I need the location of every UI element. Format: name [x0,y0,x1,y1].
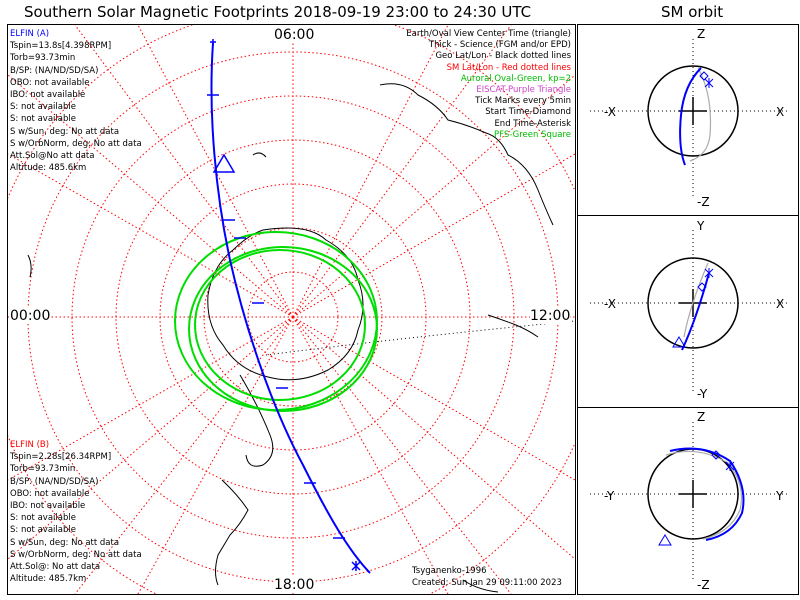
orbit-axis-label: -Z [697,195,710,209]
coastlines [27,83,554,593]
elfin-a-line: S: not available [10,114,76,125]
elfin-a-line: OBO: not available [10,77,90,88]
main-title: Southern Solar Magnetic Footprints 2018-… [24,3,532,21]
orbit-plot-yz [590,422,788,582]
orbit-title: SM orbit [661,3,724,21]
elfin-a-trace [207,39,371,574]
mlt-label-left: 00:00 [10,308,51,324]
orbit-divider [578,215,798,216]
legend-item: EISCAT-Purple Triangle [476,84,571,95]
elfin-b-line: S w/Sun, deg: No att data [10,537,120,548]
orbit-axis-label: -Y [604,489,615,503]
sm-orbit-plots [590,39,788,582]
orbit-axis-label: Y [776,489,784,503]
mlt-label-right: 12:00 [530,308,571,324]
sm-orbit-panel: Z -Z -X X Y -Y -X X Z -Z -Y Y [577,24,799,595]
elfin-a-line: Torb=93.73min [10,53,76,64]
elfin-b-line: S w/OrbNorm, deg: No att data [10,549,142,560]
orbit-axis-label: -Y [697,387,708,401]
elfin-a-line: IBO: not available [10,89,86,100]
elfin-b-name: ELFIN (B) [10,440,50,450]
orbit-plot-xy [590,230,788,391]
legend-item: PFS-Green Square [493,129,571,140]
sm-longitude-lines [8,25,575,594]
legend-item: End Time-Asterisk [494,118,571,129]
orbit-axis-label: X [776,105,785,119]
view-center-triangle [212,153,236,173]
elfin-b-line: IBO: not available [10,500,86,511]
elfin-a-line: S w/Sun, deg: No att data [10,126,120,137]
elfin-b-line: Torb=93.73min [10,464,76,475]
legend-item: Geo Lat/Lon - Black dotted lines [435,51,571,62]
orbit-divider [578,407,798,408]
elfin-a-line: Altitude: 485.6km [10,163,87,174]
model-name: Tsyganenko-1996 [412,566,487,576]
orbit-axis-label: -X [604,105,616,119]
legend: Earth/Oval View Center Time (triangle) T… [406,29,571,141]
orbit-axis-label: Z [697,410,706,424]
mlt-label-bottom: 18:00 [274,577,315,593]
orbit-axis-label: -X [604,297,616,311]
orbit-plot-xz [590,39,788,199]
geo-grid-lines [265,320,575,356]
legend-item: SM Lat/Lon - Red dotted lines [446,62,571,73]
elfin-b-line: S: not available [10,513,76,524]
legend-item: Auroral Oval-Green, kp=2 [460,73,571,84]
legend-item: Tick Marks every 5min [475,96,571,107]
elfin-a-info: ELFIN (A) Tspin=13.8s[4.398RPM] Torb=93.… [10,28,142,174]
legend-item: Earth/Oval View Center Time (triangle) [406,29,571,39]
elfin-b-line: Tspin=2.28s[26.34RPM] [10,452,112,463]
orbit-axis-label: -Z [697,578,710,592]
elfin-b-line: Att.Sol@: No att data [10,561,101,572]
elfin-b-info: ELFIN (B) Tspin=2.28s[26.34RPM] Torb=93.… [10,439,142,585]
elfin-a-line: Att.Sol@No att data [10,150,95,161]
elfin-a-line: S: not available [10,102,76,113]
created-timestamp: Created: Sun Jan 29 09:11:00 2023 [412,578,562,589]
elfin-a-line: B/SP: (NA/ND/SD/SA) [10,65,99,76]
orbit-axis-label: X [776,297,785,311]
elfin-b-line: S: not available [10,525,76,536]
elfin-b-line: Altitude: 485.7km [10,574,87,585]
elfin-b-line: OBO: not available [10,488,90,499]
footer: Tsyganenko-1996 Created: Sun Jan 29 09:1… [412,566,562,590]
orbit-axis-label: Z [697,27,706,41]
auroral-ovals [174,231,378,412]
elfin-a-line: S w/OrbNorm, deg: No att data [10,138,142,149]
legend-item: Start Time-Diamond [485,107,571,118]
elfin-b-line: B/SP: (NA/ND/SD/SA) [10,476,99,487]
footprint-map [8,25,575,594]
mlt-label-top: 06:00 [274,27,315,43]
legend-item: Thick - Science (FGM and/or EPD) [428,40,571,51]
orbit-axis-label: Y [697,219,705,233]
elfin-a-name: ELFIN (A) [10,29,50,39]
footprint-map-panel: 06:00 00:00 12:00 18:00 ELFIN (A) Tspin=… [7,24,576,595]
elfin-a-line: Tspin=13.8s[4.398RPM] [10,41,112,52]
